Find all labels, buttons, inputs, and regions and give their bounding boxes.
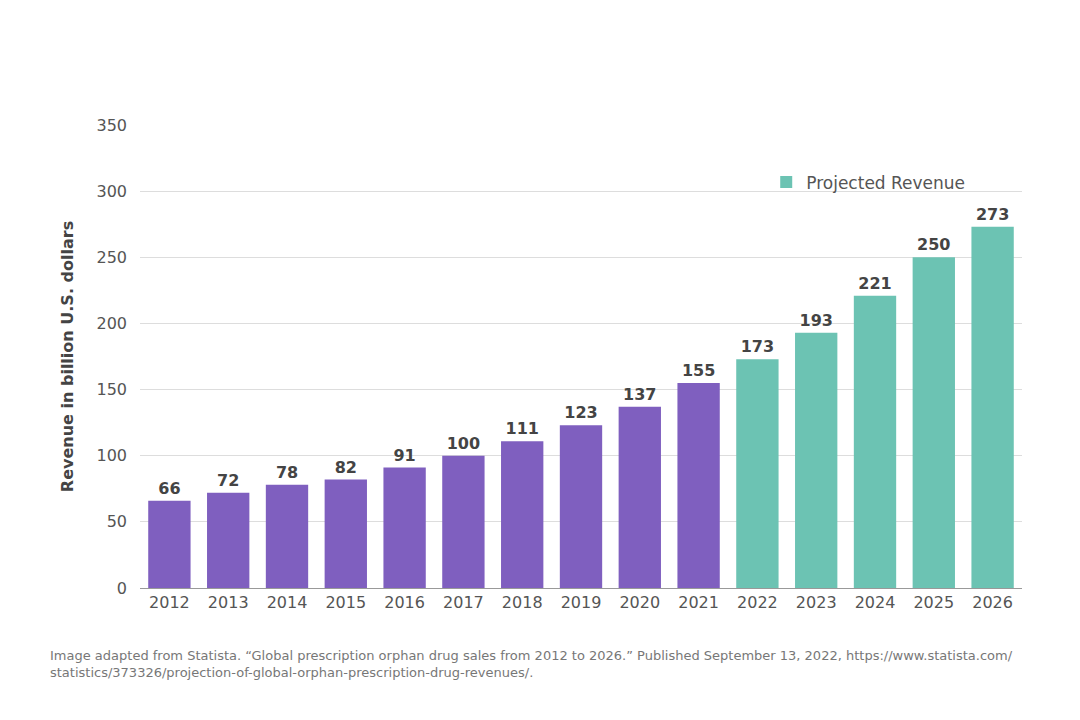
svg-text:2022: 2022 bbox=[737, 593, 778, 612]
svg-text:100: 100 bbox=[96, 446, 127, 465]
svg-text:300: 300 bbox=[96, 182, 127, 201]
svg-text:173: 173 bbox=[741, 337, 774, 356]
svg-text:200: 200 bbox=[96, 314, 127, 333]
svg-text:150: 150 bbox=[96, 380, 127, 399]
svg-text:137: 137 bbox=[623, 385, 656, 404]
svg-text:2023: 2023 bbox=[796, 593, 837, 612]
svg-text:2026: 2026 bbox=[972, 593, 1013, 612]
svg-text:273: 273 bbox=[976, 205, 1009, 224]
svg-text:100: 100 bbox=[447, 434, 480, 453]
svg-text:123: 123 bbox=[564, 403, 597, 422]
svg-text:2019: 2019 bbox=[561, 593, 602, 612]
svg-text:2020: 2020 bbox=[619, 593, 660, 612]
svg-text:2012: 2012 bbox=[149, 593, 190, 612]
svg-text:78: 78 bbox=[276, 463, 298, 482]
svg-text:2015: 2015 bbox=[325, 593, 366, 612]
svg-text:Projected Revenue: Projected Revenue bbox=[806, 173, 965, 193]
svg-text:2021: 2021 bbox=[678, 593, 719, 612]
svg-text:350: 350 bbox=[96, 116, 127, 135]
svg-text:155: 155 bbox=[682, 361, 715, 380]
svg-text:111: 111 bbox=[505, 419, 538, 438]
svg-text:221: 221 bbox=[858, 274, 891, 293]
svg-text:0: 0 bbox=[117, 579, 127, 598]
svg-text:Image adapted from Statista. “: Image adapted from Statista. “Global pre… bbox=[50, 648, 1013, 680]
svg-text:2013: 2013 bbox=[208, 593, 249, 612]
svg-text:2025: 2025 bbox=[913, 593, 954, 612]
svg-text:72: 72 bbox=[217, 471, 239, 490]
svg-text:Revenue in billion U.S. dollar: Revenue in billion U.S. dollars bbox=[58, 221, 77, 492]
svg-text:50: 50 bbox=[107, 512, 127, 531]
svg-text:2017: 2017 bbox=[443, 593, 484, 612]
svg-text:250: 250 bbox=[96, 248, 127, 267]
svg-text:2018: 2018 bbox=[502, 593, 543, 612]
svg-text:66: 66 bbox=[158, 479, 180, 498]
svg-text:82: 82 bbox=[335, 458, 357, 477]
svg-text:250: 250 bbox=[917, 235, 950, 254]
svg-text:2014: 2014 bbox=[267, 593, 308, 612]
svg-text:91: 91 bbox=[393, 446, 415, 465]
svg-text:2024: 2024 bbox=[855, 593, 896, 612]
svg-text:2016: 2016 bbox=[384, 593, 425, 612]
svg-text:193: 193 bbox=[799, 311, 832, 330]
